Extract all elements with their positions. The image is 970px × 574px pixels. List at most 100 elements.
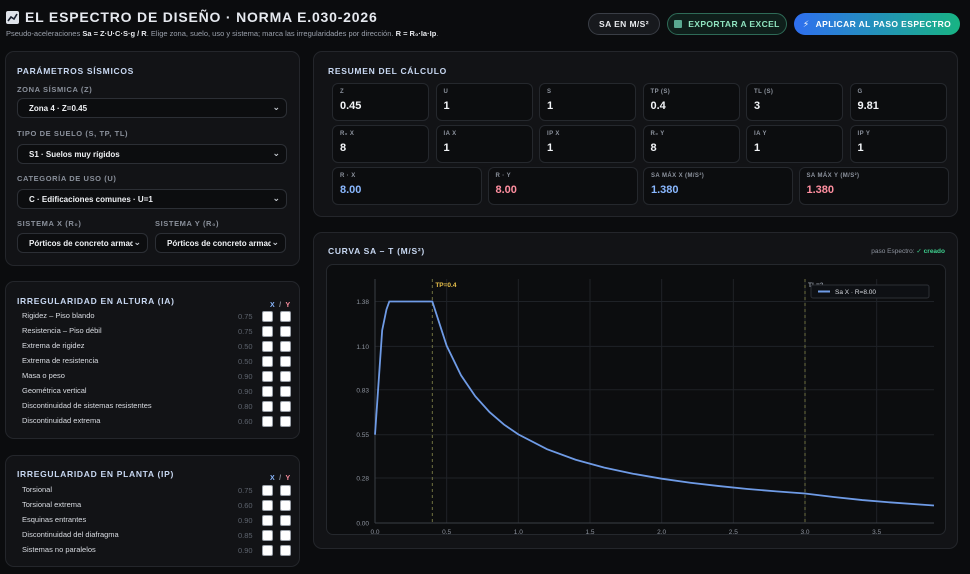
x-tick-label: 1.0 — [514, 529, 523, 536]
summary-cell: IA X 1 — [435, 125, 533, 163]
ia-checkbox-x[interactable] — [262, 386, 273, 397]
sistema-x-select[interactable]: Pórticos de concreto armado ⌄ — [17, 233, 148, 253]
summary-cell-value: 8.00 — [495, 184, 517, 196]
ip-row-label: Esquinas entrantes — [22, 515, 87, 524]
y-tick-label: 1.38 — [356, 299, 369, 306]
sistema-x-value: Pórticos de concreto armado — [29, 238, 140, 248]
export-button-label: EXPORTAR A EXCEL — [688, 19, 780, 29]
ia-checkbox-x[interactable] — [262, 356, 273, 367]
apply-spectrum-button[interactable]: ⚡ APLICAR AL PASO ESPECTRO — [794, 13, 960, 35]
ia-checkbox-y[interactable] — [280, 341, 291, 352]
ia-title: IRREGULARIDAD EN ALTURA (IA) — [17, 296, 175, 306]
ia-y-label: Y — [285, 302, 291, 309]
ia-checkbox-x[interactable] — [262, 416, 273, 427]
summary-cell-value: 1.380 — [651, 184, 679, 196]
summary-cell-label: IP X — [547, 131, 560, 137]
summary-cell: G 9.81 — [849, 83, 947, 121]
summary-cell-label: IP Y — [857, 131, 871, 137]
ia-row: Discontinuidad extrema 0.60 — [22, 416, 297, 429]
ia-checkbox-y[interactable] — [280, 371, 291, 382]
ia-checkbox-x[interactable] — [262, 311, 273, 322]
ia-checkbox-y[interactable] — [280, 311, 291, 322]
ip-row-factor: 0.85 — [238, 531, 253, 540]
ip-checkbox-x[interactable] — [262, 485, 273, 496]
ip-checkbox-y[interactable] — [280, 545, 291, 556]
summary-result-cell: R · Y 8.00 — [487, 167, 638, 205]
ia-row-factor: 0.50 — [238, 357, 253, 366]
summary-cell: IP Y 1 — [849, 125, 947, 163]
uso-label: CATEGORÍA DE USO (U) — [17, 174, 117, 183]
ia-row: Discontinuidad de sistemas resistentes 0.… — [22, 401, 297, 414]
ip-checkbox-y[interactable] — [280, 515, 291, 526]
summary-result-cell: SA MÁX Y (M/S²) 1.380 — [798, 167, 949, 205]
ia-checkbox-y[interactable] — [280, 401, 291, 412]
ia-row-label: Geométrica vertical — [22, 386, 87, 395]
chevron-down-icon: ⌄ — [272, 148, 280, 158]
chevron-down-icon: ⌄ — [272, 102, 280, 112]
summary-cell: R₀ X 8 — [332, 125, 429, 163]
suelo-value: S1 · Suelos muy rígidos — [29, 149, 120, 159]
summary-cell-value: 1 — [857, 142, 864, 154]
ip-row: Discontinuidad del diafragma 0.85 — [22, 530, 297, 543]
ip-row: Esquinas entrantes 0.90 — [22, 515, 297, 528]
page-title: EL ESPECTRO DE DISEÑO · NORMA E.030-2026 — [6, 9, 378, 25]
summary-cell-value: 1 — [547, 100, 554, 112]
ia-checkbox-x[interactable] — [262, 401, 273, 412]
ia-row-factor: 0.60 — [238, 417, 253, 426]
subtitle-formula-r: R = R₀·Ia·Ip — [395, 29, 437, 38]
uso-select[interactable]: C · Edificaciones comunes · U=1 ⌄ — [17, 189, 287, 209]
ia-checkbox-y[interactable] — [280, 356, 291, 367]
summary-cell-value: 0.4 — [650, 100, 666, 112]
ip-row: Torsional 0.75 — [22, 485, 297, 498]
summary-cell-label: R₀ Y — [650, 131, 665, 137]
ip-title: IRREGULARIDAD EN PLANTA (IP) — [17, 469, 175, 479]
ia-row-label: Rigidez – Piso blando — [22, 311, 95, 320]
export-excel-button[interactable]: EXPORTAR A EXCEL — [667, 13, 787, 35]
summary-cell: Z 0.45 — [332, 83, 429, 121]
units-button-label: SA EN M/S² — [599, 19, 649, 29]
ip-checkbox-x[interactable] — [262, 500, 273, 511]
ia-checkbox-y[interactable] — [280, 386, 291, 397]
subtitle-mid: . Elige zona, suelo, uso y sistema; marc… — [146, 29, 394, 38]
zona-value: Zona 4 · Z=0.45 — [29, 103, 88, 113]
ip-checkbox-x[interactable] — [262, 515, 273, 526]
lightning-icon: ⚡ — [802, 18, 810, 29]
ia-checkbox-y[interactable] — [280, 416, 291, 427]
summary-cell: TL (S) 3 — [746, 83, 843, 121]
ip-checkbox-y[interactable] — [280, 485, 291, 496]
sistema-x-label: SISTEMA X (R₀) — [17, 219, 82, 228]
ip-checkbox-y[interactable] — [280, 530, 291, 541]
units-toggle-button[interactable]: SA EN M/S² — [588, 13, 660, 35]
ip-x-label: X — [270, 475, 275, 482]
ia-x-label: X — [270, 302, 275, 309]
ip-checkbox-x[interactable] — [262, 530, 273, 541]
ia-checkbox-y[interactable] — [280, 326, 291, 337]
x-tick-label: 0.5 — [442, 529, 451, 536]
page-title-text: EL ESPECTRO DE DISEÑO · NORMA E.030-2026 — [25, 9, 378, 25]
page-subtitle: Pseudo-aceleraciones Sa = Z·U·C·S·g / R.… — [6, 29, 438, 38]
ia-checkbox-x[interactable] — [262, 341, 273, 352]
summary-cell-label: IA Y — [754, 131, 767, 137]
ia-row-label: Discontinuidad de sistemas resistentes — [22, 401, 152, 410]
summary-cell: IA Y 1 — [746, 125, 843, 163]
apply-button-label: APLICAR AL PASO ESPECTRO — [815, 19, 952, 29]
summary-result-cell: R · X 8.00 — [332, 167, 482, 205]
chart-title: CURVA SA – T (M/S²) — [328, 246, 425, 256]
suelo-select[interactable]: S1 · Suelos muy rígidos ⌄ — [17, 144, 287, 164]
y-tick-label: 1.10 — [356, 344, 369, 351]
ia-checkbox-x[interactable] — [262, 326, 273, 337]
ia-row-label: Extrema de rigidez — [22, 341, 85, 350]
summary-cell-value: 8.00 — [340, 184, 362, 196]
summary-cell-label: G — [857, 89, 863, 95]
chart-panel: CURVA SA – T (M/S²) paso Espectro: ✓ cre… — [313, 232, 958, 550]
summary-cell: IP X 1 — [539, 125, 636, 163]
zona-select[interactable]: Zona 4 · Z=0.45 ⌄ — [17, 98, 287, 118]
ia-row: Rigidez – Piso blando 0.75 — [22, 311, 297, 324]
summary-cell-label: R · Y — [495, 173, 512, 179]
sistema-y-select[interactable]: Pórticos de concreto armado ⌄ — [155, 233, 286, 253]
ip-checkbox-x[interactable] — [262, 545, 273, 556]
sistema-y-label: SISTEMA Y (R₀) — [155, 219, 220, 228]
ip-checkbox-y[interactable] — [280, 500, 291, 511]
ip-row-factor: 0.90 — [238, 516, 253, 525]
ia-checkbox-x[interactable] — [262, 371, 273, 382]
